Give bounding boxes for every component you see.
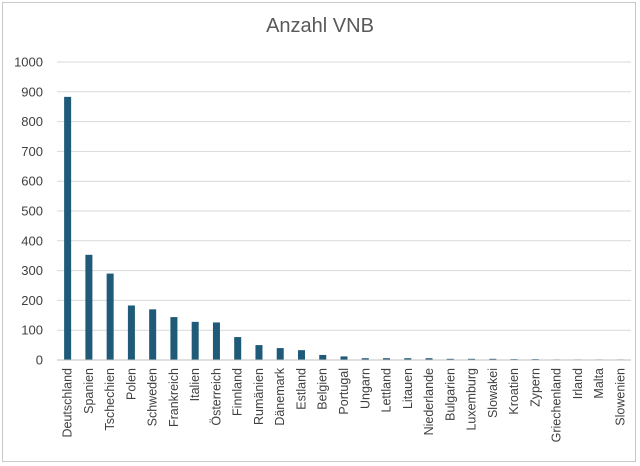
bar-niederlande (425, 358, 433, 360)
bar-bulgarien (446, 358, 454, 360)
bar-dänemark (276, 348, 284, 360)
chart-frame: Anzahl VNB 0 100 200 300 400 500 600 700 800 900 1… (2, 2, 636, 462)
x-tick-label: Österreich (209, 368, 223, 426)
bar-tschechien (106, 273, 114, 360)
x-tick-label: Luxemburg (465, 368, 479, 431)
gridlines (57, 61, 631, 331)
x-tick-label: Slowakei (486, 368, 500, 418)
bar-spanien (85, 254, 93, 360)
y-tick-label: 500 (21, 204, 43, 219)
bar-luxemburg (468, 358, 476, 360)
bar-österreich (212, 322, 220, 360)
bar-portugal (340, 356, 348, 360)
y-tick-label: 900 (21, 84, 43, 99)
y-tick-label: 100 (21, 323, 43, 338)
x-tick-label: Griechenland (550, 368, 564, 442)
x-axis-ticks: Deutschland Spanien Tschechien Polen Schwede… (61, 367, 628, 442)
x-tick-label: Rumänien (252, 368, 266, 425)
x-tick-label: Zypern (528, 368, 542, 407)
y-tick-label: 800 (21, 114, 43, 129)
x-tick-label: Kroatien (507, 368, 521, 415)
x-tick-label: Deutschland (61, 368, 75, 438)
x-tick-label: Dänemark (273, 367, 287, 425)
y-tick-label: 400 (21, 233, 43, 248)
x-tick-label: Frankreich (167, 368, 181, 427)
x-tick-label: Bulgarien (443, 368, 457, 421)
y-axis-ticks: 0 100 200 300 400 500 600 700 800 900 1000 (14, 55, 43, 368)
x-tick-label: Estland (294, 368, 308, 410)
bar-belgien (319, 354, 327, 360)
bar-ungarn (361, 358, 369, 360)
bars (64, 96, 624, 360)
x-tick-label: Irland (571, 368, 585, 399)
y-tick-label: 300 (21, 263, 43, 278)
bar-schweden (149, 309, 157, 360)
x-tick-label: Portugal (337, 368, 351, 415)
bar-finnland (234, 337, 242, 360)
y-tick-label: 1000 (14, 55, 43, 70)
x-tick-label: Polen (124, 368, 138, 400)
x-tick-label: Finnland (231, 368, 245, 416)
y-tick-label: 0 (36, 353, 43, 368)
x-tick-label: Spanien (82, 368, 96, 414)
x-tick-label: Slowenien (613, 368, 627, 426)
bar-estland (297, 350, 305, 360)
bar-polen (127, 305, 135, 360)
x-tick-label: Litauen (401, 368, 415, 409)
bar-litauen (404, 358, 412, 360)
bar-frankreich (170, 317, 178, 360)
y-tick-label: 200 (21, 293, 43, 308)
bar-slowakei (489, 358, 497, 360)
bar-deutschland (64, 96, 72, 360)
x-tick-label: Lettland (380, 368, 394, 413)
x-tick-label: Italien (188, 368, 202, 401)
x-tick-label: Schweden (146, 368, 160, 426)
x-tick-label: Tschechien (103, 368, 117, 431)
bar-rumänien (255, 345, 263, 360)
chart-title: Anzahl VNB (266, 15, 374, 37)
x-tick-label: Niederlande (422, 368, 436, 435)
x-tick-label: Belgien (316, 368, 330, 410)
bar-chart: Anzahl VNB 0 100 200 300 400 500 600 700 800 900 1… (14, 15, 631, 442)
y-tick-label: 600 (21, 174, 43, 189)
bar-lettland (383, 358, 391, 360)
y-tick-label: 700 (21, 144, 43, 159)
bar-italien (191, 321, 199, 360)
x-tick-label: Ungarn (358, 368, 372, 409)
x-tick-label: Malta (592, 368, 606, 399)
